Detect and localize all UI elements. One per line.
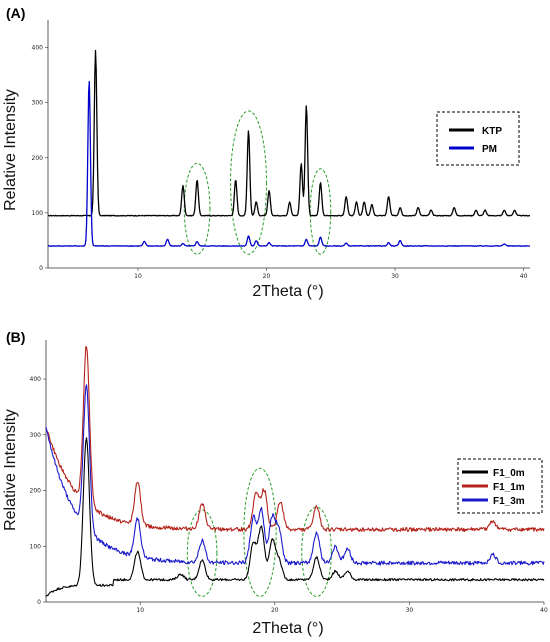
y-tick-label: 300 — [32, 100, 44, 107]
x-tick-label: 20 — [263, 273, 271, 280]
x-tick-label: 10 — [134, 273, 142, 280]
panel-a-x-label: 2Theta (°) — [252, 283, 323, 300]
panel-a-legend-box — [436, 111, 520, 166]
highlight-ellipse — [230, 110, 268, 255]
highlight-ellipse — [301, 506, 332, 597]
highlight-ellipse — [243, 467, 277, 597]
legend-label-f1-1m: F1_1m — [493, 482, 525, 493]
panel-a-y-label: Relative Intensity — [2, 89, 19, 211]
y-tick-label: 400 — [30, 376, 42, 383]
y-tick-label: 100 — [30, 543, 42, 550]
x-tick-label: 30 — [391, 273, 399, 280]
y-tick-label: 200 — [30, 488, 42, 495]
y-tick-label: 400 — [32, 45, 44, 52]
series-line-f1-1m — [45, 345, 545, 533]
x-tick-label: 30 — [406, 607, 414, 614]
series-line-ktp — [47, 49, 531, 217]
series-line-f1-0m — [45, 437, 545, 597]
x-tick-label: 40 — [540, 607, 548, 614]
series-line-pm — [47, 80, 531, 247]
panel-a-legend: KTP PM — [436, 111, 520, 166]
panel-b-label: (B) — [6, 329, 25, 345]
highlight-ellipse — [183, 162, 211, 255]
panel-a-series — [47, 49, 531, 247]
y-tick-label: 300 — [30, 432, 42, 439]
legend-label-f1-0m: F1_0m — [493, 468, 525, 479]
panel-b-y-label: Relative Intensity — [2, 409, 19, 531]
y-tick-label: 0 — [39, 265, 43, 272]
x-tick-label: 10 — [136, 607, 144, 614]
legend-label-ktp: KTP — [482, 126, 502, 137]
highlight-ellipse — [186, 509, 218, 597]
y-tick-label: 200 — [32, 155, 44, 162]
legend-label-pm: PM — [482, 144, 497, 155]
legend-label-f1-3m: F1_3m — [493, 496, 525, 507]
panel-b-x-label: 2Theta (°) — [252, 620, 323, 637]
y-tick-label: 0 — [37, 599, 41, 606]
highlight-ellipse — [309, 168, 332, 255]
x-tick-label: 40 — [520, 273, 528, 280]
panel-b-legend: F1_0m F1_1m F1_3m — [457, 458, 543, 514]
y-tick-label: 100 — [32, 210, 44, 217]
x-tick-label: 20 — [271, 607, 279, 614]
panel-a-label: (A) — [6, 5, 25, 21]
series-line-f1-3m — [45, 384, 545, 566]
panel-b-series — [45, 345, 545, 597]
panel-b-annotations — [186, 467, 332, 597]
